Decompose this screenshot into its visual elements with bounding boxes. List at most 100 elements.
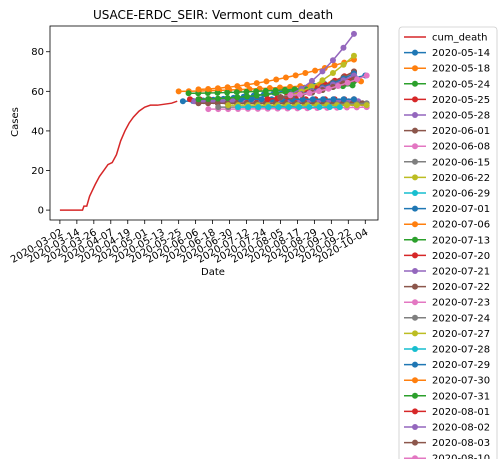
legend-entry: 2020-06-29 <box>432 189 490 200</box>
y-tick-label: 20 <box>31 166 44 177</box>
legend-marker <box>412 314 418 321</box>
forecast-point <box>308 83 315 90</box>
forecast-point <box>343 102 350 109</box>
forecast-point <box>255 104 262 111</box>
forecast-point <box>353 102 360 109</box>
forecast-point <box>214 95 221 102</box>
forecast-point <box>233 89 240 96</box>
legend-marker <box>412 252 418 259</box>
legend-marker <box>412 158 418 165</box>
forecast-point <box>319 77 326 84</box>
y-tick-label: 0 <box>38 206 44 217</box>
forecast-point <box>287 83 294 90</box>
forecast-point <box>325 85 332 92</box>
forecast-point <box>224 89 231 96</box>
legend-entry: 2020-07-27 <box>432 329 490 340</box>
legend-marker <box>412 49 418 56</box>
legend: cum_death 2020-05-14 2020-05-18 2020-05-24 2… <box>398 26 498 459</box>
axes: 0204060802020-03-022020-03-142020-03-262… <box>9 25 379 266</box>
legend-marker <box>412 190 418 196</box>
forecast-point <box>275 104 282 111</box>
legend-entry: 2020-08-10 <box>432 454 490 459</box>
forecast-point <box>235 104 242 111</box>
legend-marker <box>412 377 418 384</box>
forecast-point <box>309 96 316 103</box>
forecast-point <box>205 96 212 103</box>
forecast-point <box>245 104 252 111</box>
forecast-point <box>363 72 370 79</box>
forecast-point <box>234 83 241 90</box>
forecast-point <box>265 104 272 111</box>
y-tick-label: 40 <box>31 126 44 137</box>
forecast-point <box>185 90 192 97</box>
forecast-point <box>320 96 327 103</box>
y-tick-label: 60 <box>31 87 44 98</box>
forecast-point <box>316 104 323 111</box>
forecast-point <box>340 96 347 103</box>
forecast-point <box>263 91 270 98</box>
forecast-point <box>282 74 289 81</box>
forecast-point <box>234 94 241 101</box>
legend-marker <box>412 439 418 446</box>
legend-entry: 2020-07-23 <box>432 298 490 309</box>
legend-entry: 2020-05-24 <box>432 79 490 90</box>
forecast-point <box>253 92 260 99</box>
forecast-point <box>282 89 289 96</box>
forecast-point <box>302 70 309 77</box>
forecast-point <box>308 77 315 84</box>
legend-marker <box>412 392 418 399</box>
legend-entry: 2020-07-01 <box>432 204 490 215</box>
legend-entry: 2020-08-02 <box>432 423 490 434</box>
forecast-point <box>195 86 202 93</box>
legend-entry: 2020-08-03 <box>432 438 490 449</box>
legend-marker <box>412 283 418 290</box>
legend-entry: 2020-06-22 <box>432 173 490 184</box>
legend-entry: 2020-07-06 <box>432 220 490 231</box>
legend-entry: 2020-07-22 <box>432 282 490 293</box>
forecast-point <box>258 96 265 103</box>
forecast-point <box>354 76 361 83</box>
plot-area <box>59 30 370 211</box>
legend-entry: 2020-08-01 <box>432 407 490 418</box>
legend-marker <box>412 330 418 337</box>
legend-entry: 2020-05-14 <box>432 48 490 59</box>
forecast-point <box>319 68 326 75</box>
forecast-point <box>312 67 319 74</box>
legend-marker <box>412 408 418 415</box>
forecast-point <box>224 95 231 102</box>
forecast-point <box>335 82 342 89</box>
legend-entry: 2020-05-28 <box>432 111 490 122</box>
forecast-point <box>287 92 294 99</box>
forecast-point <box>350 52 357 59</box>
legend-entry: 2020-06-15 <box>432 157 490 168</box>
forecast-point <box>336 104 343 111</box>
legend-marker <box>412 174 418 181</box>
forecast-point <box>306 90 313 97</box>
forecast-point <box>243 88 250 95</box>
legend-entry: 2020-07-30 <box>432 376 490 387</box>
legend-marker <box>412 299 418 306</box>
legend-box <box>398 26 498 459</box>
forecast-point <box>350 96 357 103</box>
forecast-point <box>363 102 370 109</box>
forecast-point <box>263 78 270 85</box>
legend-entry: 2020-05-25 <box>432 95 490 106</box>
forecast-point <box>264 96 271 103</box>
legend-entry: 2020-06-08 <box>432 142 490 153</box>
forecast-point <box>205 85 212 92</box>
forecast-point <box>344 79 351 86</box>
forecast-point <box>244 81 251 88</box>
legend-marker <box>412 346 418 352</box>
legend-entry: 2020-07-20 <box>432 251 490 262</box>
forecast-point <box>224 84 231 91</box>
legend-entry: 2020-07-29 <box>432 360 490 371</box>
legend-entry: 2020-07-13 <box>432 235 490 246</box>
legend-marker <box>412 455 418 459</box>
forecast-point <box>277 94 284 101</box>
forecast-point <box>296 91 303 98</box>
legend-marker <box>412 361 418 368</box>
forecast-point <box>315 88 322 95</box>
forecast-point <box>214 89 221 96</box>
forecast-point <box>329 57 336 64</box>
